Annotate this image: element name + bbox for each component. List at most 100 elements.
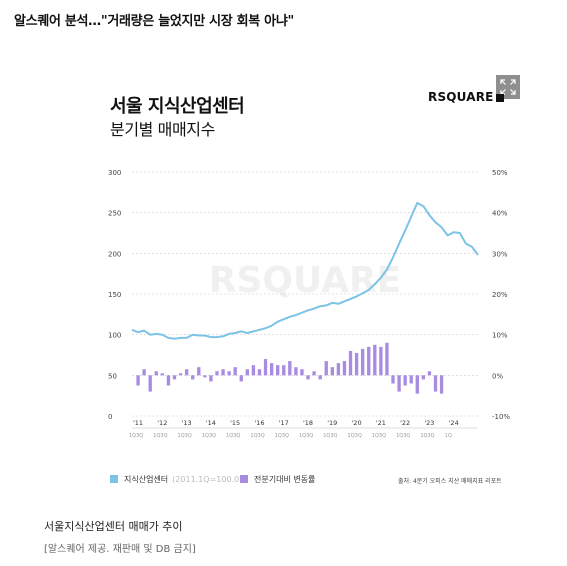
change-bar: [433, 375, 438, 392]
right-axis-tick: 10%: [492, 332, 508, 340]
change-bar: [239, 375, 243, 382]
change-bar: [166, 375, 171, 386]
change-bar: [148, 375, 152, 392]
x-axis-year-label: '15: [230, 419, 240, 427]
x-axis-year-label: '17: [279, 419, 289, 427]
change-bar: [415, 375, 419, 394]
article-headline: 알스퀘어 분석…"거래량은 늘었지만 시장 회복 아냐": [14, 14, 294, 29]
change-bar: [294, 367, 298, 376]
change-bar: [178, 373, 183, 376]
x-axis-year-label: '22: [400, 419, 410, 427]
left-axis-tick: 100: [108, 332, 121, 340]
change-bar: [233, 367, 237, 376]
x-axis-quarter-label: 1Q3Q: [250, 433, 264, 439]
left-axis-tick: 150: [108, 291, 121, 299]
right-axis-tick: 0%: [492, 372, 503, 380]
change-bar: [251, 365, 256, 376]
right-axis-tick: 40%: [492, 210, 508, 218]
legend-line-swatch: [110, 475, 118, 483]
left-axis-tick: 50: [108, 372, 117, 380]
change-bar: [439, 375, 444, 394]
x-axis-quarter-label: 1Q3Q: [275, 433, 289, 439]
x-axis-quarter-label: 1Q3Q: [323, 433, 337, 439]
x-axis-quarter-label: 1Q3Q: [153, 433, 167, 439]
change-bar: [221, 369, 225, 376]
change-bar: [282, 365, 286, 376]
change-bar: [421, 375, 426, 380]
change-bar: [209, 375, 213, 382]
legend-bar-swatch: [240, 475, 248, 483]
chart-figure: [40, 64, 530, 494]
change-bar: [215, 371, 219, 376]
change-bar: [391, 375, 395, 384]
x-axis-year-label: '21: [376, 419, 386, 427]
legend-index-note: (2011.1Q=100.0): [172, 475, 243, 484]
change-bar: [197, 367, 201, 376]
change-bar: [288, 361, 292, 376]
left-axis-tick: 300: [108, 169, 121, 177]
change-bar: [330, 367, 334, 376]
change-bar: [269, 363, 274, 376]
left-axis-tick: 250: [108, 210, 121, 218]
x-axis-quarter-label: 1Q: [445, 433, 452, 439]
change-bar: [312, 371, 316, 376]
expand-icon: [500, 79, 516, 95]
image-credit: [알스퀘어 제공. 재판매 및 DB 금지]: [44, 544, 196, 555]
change-bar: [427, 371, 432, 376]
change-bar: [403, 375, 407, 386]
right-axis-tick: 50%: [492, 169, 508, 177]
change-bar: [379, 346, 383, 376]
change-bar: [136, 375, 140, 386]
change-bar: [245, 369, 250, 376]
index-line: [131, 201, 479, 340]
x-axis-year-label: '13: [182, 419, 192, 427]
x-axis-quarter-label: 1Q3Q: [420, 433, 434, 439]
left-axis-tick: 0: [108, 413, 112, 421]
x-axis-quarter-label: 1Q3Q: [299, 433, 313, 439]
x-axis-year-label: '18: [303, 419, 313, 427]
right-axis-tick: -10%: [492, 413, 510, 421]
x-axis-quarter-label: 1Q3Q: [396, 433, 410, 439]
change-bar: [318, 375, 322, 380]
change-bar: [373, 344, 377, 376]
x-axis-year-label: '16: [254, 419, 264, 427]
chart-source: 출처: 4분기 오피스 지산 매매지표 리포트: [398, 478, 502, 485]
change-bar: [342, 361, 347, 376]
change-bar: [142, 369, 146, 376]
change-bar: [191, 375, 195, 380]
x-axis-quarter-label: 1Q3Q: [226, 433, 240, 439]
change-bar: [257, 369, 262, 376]
legend-index: 지식산업센터 (2011.1Q=100.0): [110, 474, 242, 485]
x-axis-year-label: '14: [206, 419, 216, 427]
change-bar: [360, 348, 365, 376]
x-axis-quarter-label: 1Q3Q: [372, 433, 386, 439]
change-bar: [409, 375, 413, 384]
change-bar: [227, 371, 231, 376]
x-axis-quarter-label: 1Q3Q: [129, 433, 143, 439]
x-axis-quarter-label: 1Q3Q: [348, 433, 362, 439]
change-bar: [203, 375, 207, 378]
brand-logo: RSQUARE: [428, 90, 504, 104]
right-axis-tick: 20%: [492, 291, 508, 299]
change-bar: [354, 352, 359, 376]
change-bar: [154, 371, 158, 376]
change-bar: [184, 369, 189, 376]
x-axis-year-label: '11: [133, 419, 143, 427]
chart-subtitle: 분기별 매매지수: [110, 120, 215, 139]
x-axis-year-label: '19: [327, 419, 337, 427]
x-axis-quarter-label: 1Q3Q: [202, 433, 216, 439]
chart-watermark: RSQUARE: [209, 260, 402, 301]
chart-title: 서울 지식산업센터: [110, 96, 245, 117]
change-bar: [348, 350, 353, 376]
change-bar: [306, 375, 310, 380]
left-axis-tick: 200: [108, 250, 121, 258]
change-bar: [300, 369, 304, 376]
chart-plot: RSQUARE 300 250 200 150 100 50 0 50% 40% 30% 20% 10%…: [108, 169, 510, 439]
change-bar: [324, 361, 328, 376]
x-axis-year-label: '20: [352, 419, 362, 427]
x-axis-quarter-label: 1Q3Q: [178, 433, 192, 439]
legend-change: 전분기대비 변동률: [240, 474, 315, 485]
change-bar: [172, 375, 177, 380]
x-axis-year-label: '23: [424, 419, 434, 427]
change-bar: [385, 342, 389, 376]
